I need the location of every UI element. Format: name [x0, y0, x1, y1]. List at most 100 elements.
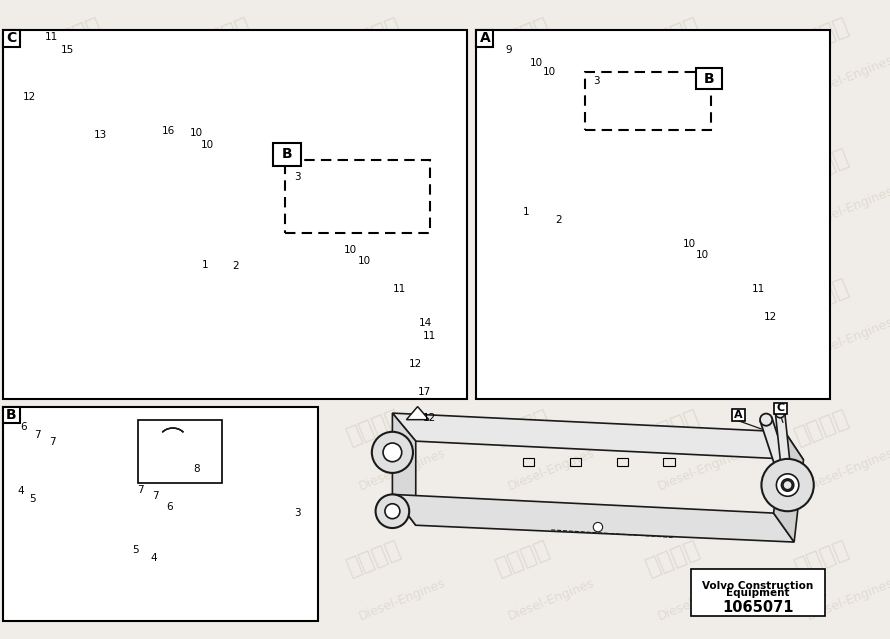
Polygon shape	[222, 164, 299, 252]
Text: 10: 10	[683, 239, 696, 249]
Polygon shape	[206, 157, 283, 244]
Text: 紫发动力: 紫发动力	[642, 405, 703, 449]
Text: 9: 9	[506, 45, 513, 55]
Ellipse shape	[609, 100, 617, 106]
Circle shape	[698, 256, 718, 277]
Text: 紫发动力: 紫发动力	[193, 275, 255, 318]
Circle shape	[220, 162, 232, 174]
Text: 10: 10	[190, 128, 203, 138]
Circle shape	[175, 530, 185, 541]
Text: Diesel-Engines: Diesel-Engines	[356, 446, 447, 493]
Bar	[617, 458, 627, 466]
Circle shape	[41, 448, 49, 455]
Circle shape	[630, 186, 641, 197]
Circle shape	[594, 523, 603, 532]
Circle shape	[379, 284, 387, 291]
Circle shape	[542, 69, 551, 79]
Text: Diesel-Engines: Diesel-Engines	[58, 54, 148, 100]
Text: 1: 1	[522, 207, 530, 217]
Text: Diesel-Engines: Diesel-Engines	[506, 54, 596, 100]
Circle shape	[24, 439, 32, 447]
Text: 紫发动力: 紫发动力	[193, 405, 255, 449]
Text: 2: 2	[232, 261, 239, 272]
Ellipse shape	[604, 96, 622, 110]
FancyArrowPatch shape	[61, 88, 172, 148]
Text: Diesel-Engines: Diesel-Engines	[655, 54, 746, 100]
Text: 紫发动力: 紫发动力	[791, 405, 853, 449]
Text: 紫发动力: 紫发动力	[492, 144, 554, 187]
Text: 7: 7	[34, 429, 41, 440]
Text: 16: 16	[162, 126, 174, 136]
Circle shape	[150, 503, 167, 520]
Text: 12: 12	[23, 93, 36, 102]
Text: 6: 6	[20, 422, 27, 432]
Text: 3: 3	[294, 508, 301, 518]
Bar	[285, 160, 430, 233]
Polygon shape	[81, 470, 183, 540]
Text: 紫发动力: 紫发动力	[44, 144, 105, 187]
Bar	[773, 403, 787, 414]
Text: B: B	[281, 148, 292, 161]
Text: Diesel-Engines: Diesel-Engines	[506, 184, 596, 231]
Text: Diesel-Engines: Diesel-Engines	[356, 54, 447, 100]
Polygon shape	[731, 305, 765, 319]
Polygon shape	[68, 462, 169, 532]
Circle shape	[174, 141, 184, 150]
Ellipse shape	[634, 111, 651, 125]
Text: Diesel-Engines: Diesel-Engines	[58, 184, 148, 231]
Text: Diesel-Engines: Diesel-Engines	[805, 54, 890, 100]
Text: 4: 4	[150, 553, 158, 563]
Bar	[585, 72, 711, 130]
Circle shape	[186, 145, 195, 155]
Text: 6: 6	[166, 502, 174, 512]
Ellipse shape	[320, 201, 337, 216]
Polygon shape	[313, 207, 378, 286]
Bar	[570, 458, 581, 466]
Text: Diesel-Engines: Diesel-Engines	[655, 446, 746, 493]
Ellipse shape	[295, 190, 303, 197]
Text: 4: 4	[17, 486, 24, 496]
Text: 14: 14	[418, 318, 432, 328]
Text: Diesel-Engines: Diesel-Engines	[506, 576, 596, 623]
Text: Diesel-Engines: Diesel-Engines	[58, 446, 148, 493]
Text: 紫发动力: 紫发动力	[44, 405, 105, 449]
Circle shape	[22, 472, 30, 479]
Text: Diesel-Engines: Diesel-Engines	[207, 54, 297, 100]
Text: Diesel-Engines: Diesel-Engines	[207, 576, 297, 623]
Text: 紫发动力: 紫发动力	[642, 275, 703, 318]
Text: 紫发动力: 紫发动力	[343, 405, 404, 449]
Circle shape	[554, 75, 563, 84]
Ellipse shape	[589, 88, 607, 103]
Bar	[476, 30, 829, 399]
Circle shape	[192, 143, 214, 166]
Circle shape	[31, 475, 48, 491]
Text: A: A	[480, 31, 490, 45]
Ellipse shape	[310, 198, 318, 204]
Text: 紫发动力: 紫发动力	[343, 144, 404, 187]
Text: 紫发动力: 紫发动力	[193, 144, 255, 187]
Text: A: A	[733, 410, 742, 420]
Circle shape	[407, 311, 416, 320]
Ellipse shape	[325, 205, 333, 212]
Text: 10: 10	[358, 256, 371, 266]
Ellipse shape	[619, 104, 636, 118]
FancyArrowPatch shape	[494, 62, 530, 71]
Text: 13: 13	[94, 130, 108, 140]
Bar	[273, 143, 301, 166]
Circle shape	[152, 534, 169, 550]
Circle shape	[142, 531, 149, 538]
Text: Diesel-Engines: Diesel-Engines	[805, 315, 890, 362]
Text: 紫发动力: 紫发动力	[343, 275, 404, 318]
Circle shape	[180, 139, 202, 161]
Circle shape	[627, 186, 640, 198]
Bar	[3, 30, 467, 399]
Bar	[732, 410, 745, 420]
Circle shape	[372, 432, 413, 473]
Circle shape	[18, 467, 35, 484]
Circle shape	[326, 213, 337, 224]
Circle shape	[38, 83, 45, 91]
Circle shape	[184, 457, 190, 463]
Text: 10: 10	[201, 140, 214, 150]
Text: 紫发动力: 紫发动力	[343, 13, 404, 56]
Circle shape	[155, 507, 163, 515]
